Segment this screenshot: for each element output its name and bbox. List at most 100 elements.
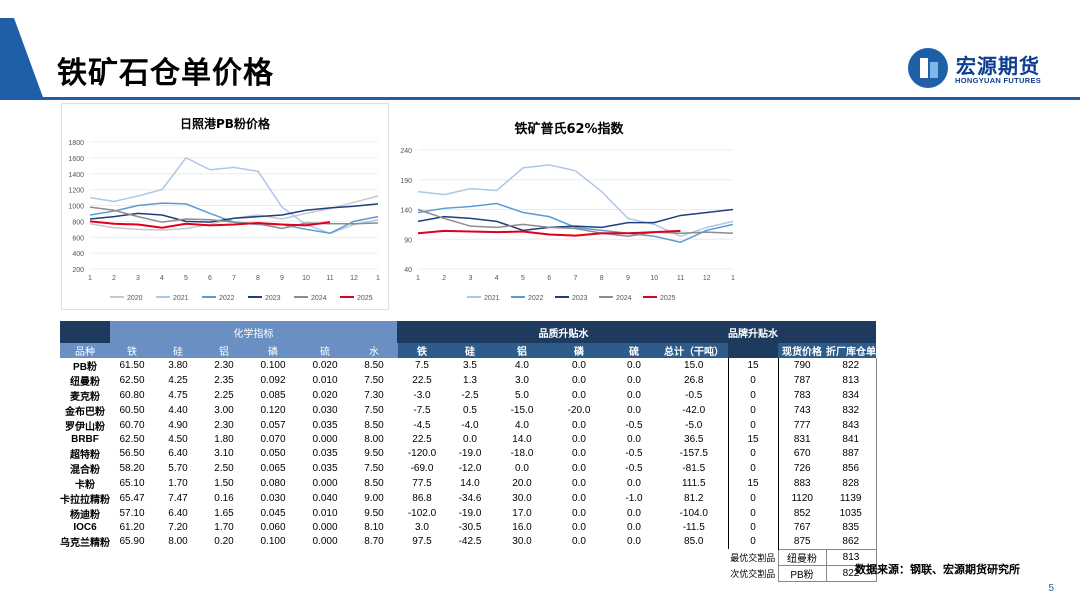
quality-group-header: 品质升贴水 bbox=[398, 321, 728, 343]
value-cell: 4.50 bbox=[168, 434, 188, 445]
value-cell: 0 bbox=[727, 534, 779, 549]
value-cell: 4.0 bbox=[515, 420, 529, 431]
value-cell: 60.70 bbox=[119, 420, 145, 431]
value-cell: 7.50 bbox=[364, 405, 384, 416]
value-cell: -0.5 bbox=[625, 463, 643, 474]
value-cell: 4.25 bbox=[168, 375, 188, 386]
value-cell: -102.0 bbox=[407, 508, 437, 519]
brand-group-header: 品牌升贴水 bbox=[728, 321, 778, 343]
column-header: 硫 bbox=[608, 343, 660, 358]
value-cell: -157.5 bbox=[679, 448, 708, 459]
x-tick-label: 9 bbox=[626, 275, 630, 282]
page-number: 5 bbox=[1048, 583, 1054, 594]
value-cell: -11.5 bbox=[682, 522, 705, 533]
x-tick-label: 1 bbox=[376, 275, 380, 282]
value-cell: -18.0 bbox=[510, 448, 534, 459]
value-cell: 787 bbox=[777, 373, 826, 388]
value-cell: 0.16 bbox=[214, 493, 234, 504]
y-tick-label: 600 bbox=[72, 235, 84, 242]
value-cell: 3.5 bbox=[463, 360, 477, 371]
value-cell: 670 bbox=[777, 446, 826, 461]
value-cell: 5.0 bbox=[515, 390, 529, 401]
value-cell: 0.000 bbox=[312, 522, 338, 533]
y-tick-label: 40 bbox=[404, 267, 412, 274]
value-cell: 0 bbox=[727, 388, 779, 403]
variety-cell: 超特粉 bbox=[70, 450, 100, 461]
value-cell: -42.5 bbox=[458, 536, 482, 547]
value-cell: 7.50 bbox=[364, 463, 384, 474]
variety-cell: 卡拉拉精粉 bbox=[60, 495, 110, 506]
variety-cell: 麦克粉 bbox=[70, 392, 100, 403]
value-cell: 2.50 bbox=[214, 463, 234, 474]
value-cell: 0.0 bbox=[627, 360, 641, 371]
value-cell: 1120 bbox=[777, 491, 826, 506]
value-cell: 15.0 bbox=[684, 360, 704, 371]
series-line-2024 bbox=[417, 208, 734, 238]
value-cell: 0.080 bbox=[260, 478, 286, 489]
column-header: 硫 bbox=[300, 343, 350, 358]
value-cell: 1.70 bbox=[214, 522, 234, 533]
value-cell: 1.65 bbox=[214, 508, 234, 519]
value-cell: 14.0 bbox=[512, 434, 532, 445]
value-cell: 0 bbox=[727, 373, 779, 388]
x-tick-label: 1 bbox=[416, 275, 420, 282]
value-cell: -5.0 bbox=[685, 420, 703, 431]
value-cell: 1139 bbox=[826, 491, 877, 506]
series-line-2023 bbox=[89, 203, 379, 223]
x-tick-label: 5 bbox=[184, 275, 188, 282]
x-tick-label: 4 bbox=[495, 275, 499, 282]
value-cell: 0.0 bbox=[572, 493, 586, 504]
legend-label: 2021 bbox=[173, 295, 189, 302]
x-tick-label: 2 bbox=[442, 275, 446, 282]
second-delivery-row: 次优交割品 PB粉 822 bbox=[60, 564, 877, 582]
value-cell: 62.50 bbox=[119, 434, 145, 445]
value-cell: 0.045 bbox=[260, 508, 286, 519]
y-tick-label: 240 bbox=[400, 148, 412, 155]
legend-label: 2024 bbox=[311, 295, 327, 302]
value-cell: 1.3 bbox=[463, 375, 477, 386]
value-cell: 0 bbox=[727, 403, 779, 418]
value-cell: 0.120 bbox=[260, 405, 286, 416]
value-cell: 0 bbox=[727, 491, 779, 506]
legend-label: 2025 bbox=[660, 295, 676, 302]
value-cell: 65.10 bbox=[119, 478, 145, 489]
logo-name-en: HONGYUAN FUTURES bbox=[955, 76, 1042, 85]
y-tick-label: 1000 bbox=[68, 204, 84, 211]
value-cell: 0.050 bbox=[260, 448, 286, 459]
column-header: 铁 bbox=[398, 343, 446, 358]
x-tick-label: 6 bbox=[208, 275, 212, 282]
value-cell: 0 bbox=[727, 461, 779, 476]
value-cell: 0.057 bbox=[260, 420, 286, 431]
x-tick-label: 7 bbox=[574, 275, 578, 282]
pb-price-chart: 日照港PB粉价格 200 400 600 800 1000 1200 1400 1600 180… bbox=[61, 103, 389, 310]
value-cell: 0.0 bbox=[572, 375, 586, 386]
value-cell: 97.5 bbox=[412, 536, 432, 547]
source-note: 数据来源：钢联、宏源期货研究所 bbox=[855, 563, 1020, 576]
x-tick-label: 12 bbox=[703, 275, 711, 282]
chart-title: 铁矿普氏62%指数 bbox=[514, 122, 624, 137]
value-cell: -20.0 bbox=[567, 405, 591, 416]
value-cell: 15 bbox=[727, 476, 779, 491]
legend-label: 2023 bbox=[265, 295, 281, 302]
legend-label: 2020 bbox=[127, 295, 143, 302]
variety-cell: PB粉 bbox=[73, 362, 97, 373]
legend-label: 2025 bbox=[357, 295, 373, 302]
value-cell: 852 bbox=[777, 506, 826, 521]
x-tick-label: 9 bbox=[280, 275, 284, 282]
value-cell: 2.30 bbox=[214, 420, 234, 431]
chem-group-header: 化学指标 bbox=[110, 321, 399, 343]
value-cell: 0.100 bbox=[260, 360, 286, 371]
column-header: 磷 bbox=[550, 343, 608, 358]
column-header: 磷 bbox=[246, 343, 300, 358]
value-cell: 2.30 bbox=[214, 360, 234, 371]
value-cell: 30.0 bbox=[512, 536, 532, 547]
value-cell: -34.6 bbox=[458, 493, 482, 504]
value-cell: 8.50 bbox=[364, 478, 384, 489]
value-cell: 783 bbox=[777, 388, 826, 403]
value-cell: -0.5 bbox=[625, 420, 643, 431]
chart-title: 日照港PB粉价格 bbox=[180, 117, 270, 131]
value-cell: 0 bbox=[727, 446, 779, 461]
value-cell: -69.0 bbox=[410, 463, 434, 474]
x-tick-label: 10 bbox=[650, 275, 658, 282]
